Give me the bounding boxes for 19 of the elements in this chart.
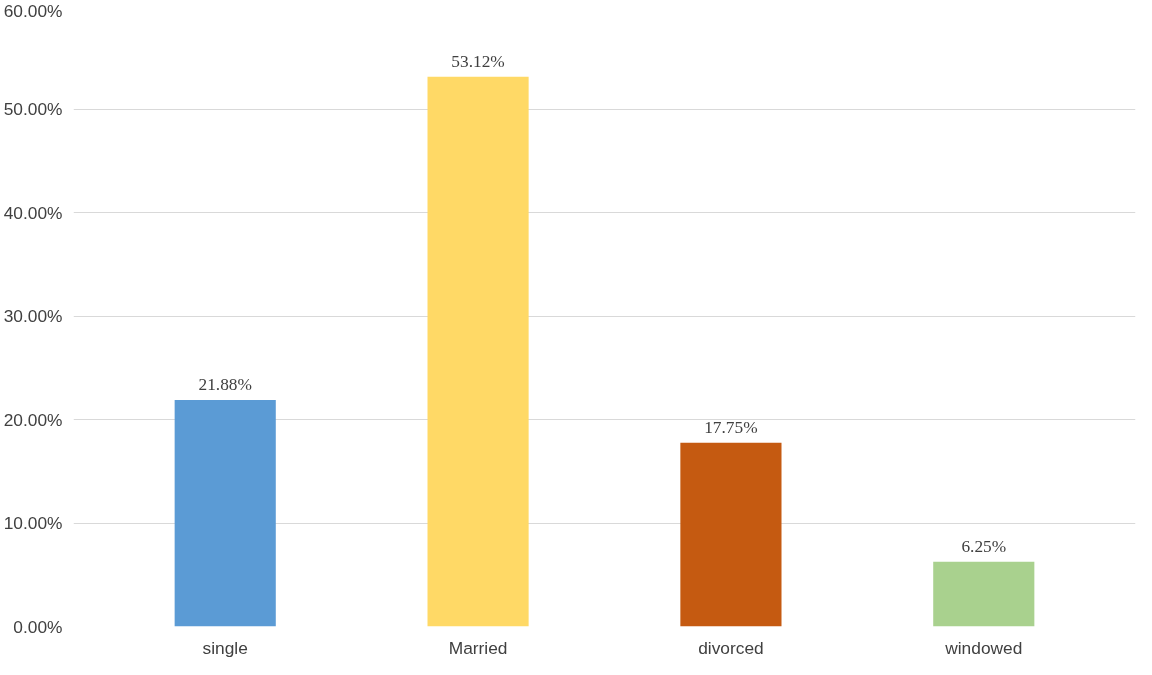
data-label: 6.25% bbox=[961, 536, 1007, 556]
y-tick-label: 0.00% bbox=[13, 616, 63, 637]
bar bbox=[174, 400, 276, 627]
x-tick-label: divorced bbox=[698, 637, 764, 658]
bar bbox=[680, 442, 782, 627]
y-tick-label: 30.00% bbox=[3, 306, 63, 326]
data-label: 21.88% bbox=[198, 375, 252, 395]
bar bbox=[933, 561, 1035, 627]
data-label: 53.12% bbox=[451, 51, 505, 71]
x-tick-label: windowed bbox=[944, 637, 1023, 658]
y-tick-label: 50.00% bbox=[3, 99, 63, 119]
y-tick-label: 10.00% bbox=[3, 513, 63, 533]
data-label: 17.75% bbox=[704, 417, 758, 437]
y-tick-label: 20.00% bbox=[3, 409, 63, 430]
x-tick-label: single bbox=[202, 637, 248, 658]
y-tick-label: 60.00% bbox=[3, 0, 63, 21]
y-tick-label: 40.00% bbox=[3, 202, 63, 223]
x-tick-label: Married bbox=[448, 637, 508, 658]
bar bbox=[427, 76, 529, 627]
